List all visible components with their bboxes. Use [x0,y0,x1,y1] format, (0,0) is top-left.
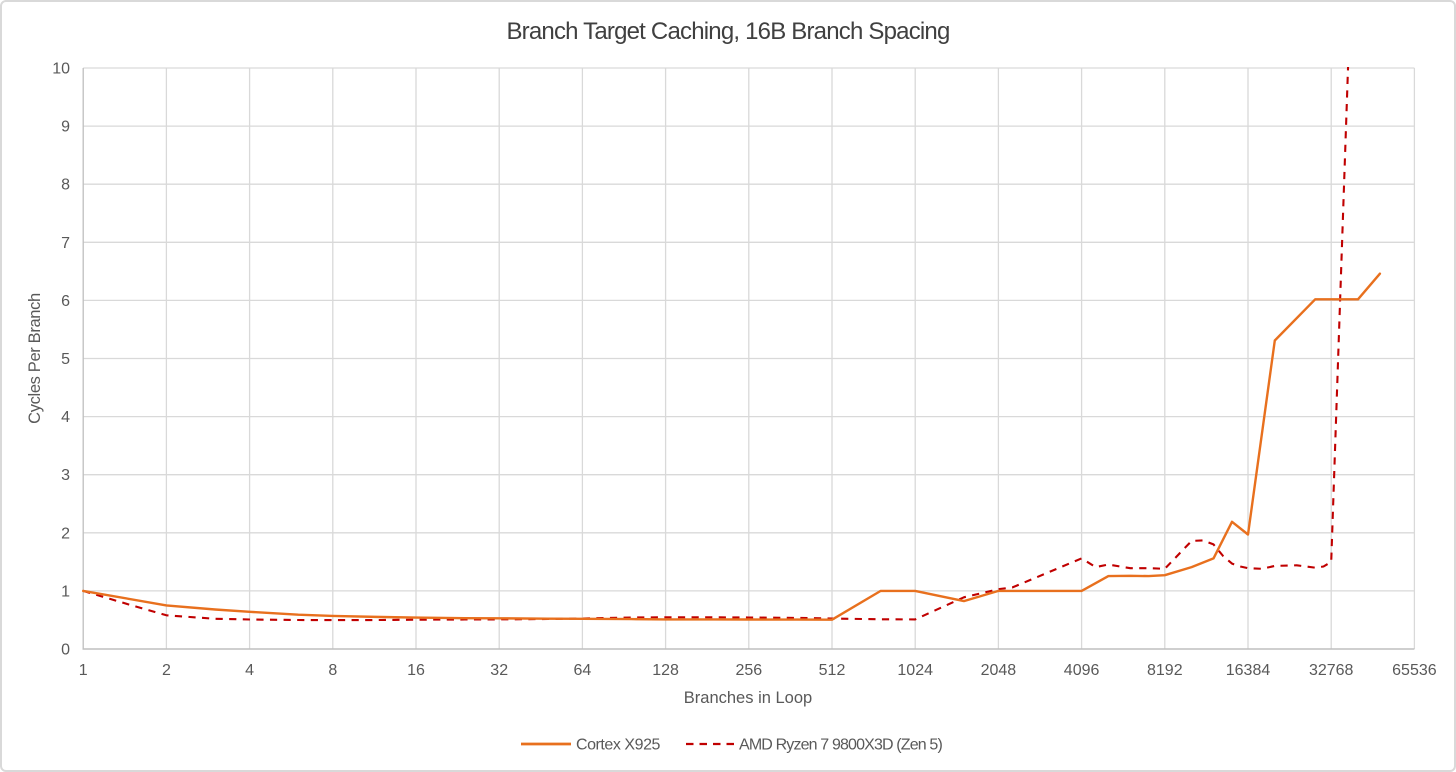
svg-text:7: 7 [61,235,70,252]
svg-text:4: 4 [61,409,70,426]
svg-text:9: 9 [61,119,70,136]
svg-text:AMD Ryzen 7 9800X3D (Zen 5): AMD Ryzen 7 9800X3D (Zen 5) [739,737,942,754]
svg-text:128: 128 [652,662,679,679]
svg-text:32768: 32768 [1309,662,1354,679]
svg-text:256: 256 [735,662,762,679]
svg-text:8: 8 [61,177,70,194]
svg-text:0: 0 [61,642,70,659]
svg-text:2048: 2048 [981,662,1017,679]
svg-text:8: 8 [328,662,337,679]
svg-text:8192: 8192 [1147,662,1183,679]
svg-text:1024: 1024 [897,662,933,679]
svg-text:64: 64 [574,662,592,679]
svg-text:512: 512 [819,662,846,679]
svg-text:Cycles Per Branch: Cycles Per Branch [26,293,44,424]
svg-text:1: 1 [61,583,70,600]
svg-text:2: 2 [162,662,171,679]
svg-text:3: 3 [61,467,70,484]
svg-text:16384: 16384 [1226,662,1271,679]
svg-text:10: 10 [52,61,70,78]
svg-text:4096: 4096 [1064,662,1100,679]
svg-text:4: 4 [245,662,254,679]
svg-text:6: 6 [61,293,70,310]
svg-text:1: 1 [79,662,88,679]
svg-text:5: 5 [61,351,70,368]
svg-text:16: 16 [407,662,425,679]
svg-text:Branches in Loop: Branches in Loop [684,689,812,707]
svg-text:32: 32 [490,662,508,679]
svg-text:65536: 65536 [1392,662,1437,679]
svg-text:2: 2 [61,525,70,542]
svg-text:Branch Target Caching, 16B Bra: Branch Target Caching, 16B Branch Spacin… [506,18,949,45]
svg-text:Cortex X925: Cortex X925 [576,737,661,754]
